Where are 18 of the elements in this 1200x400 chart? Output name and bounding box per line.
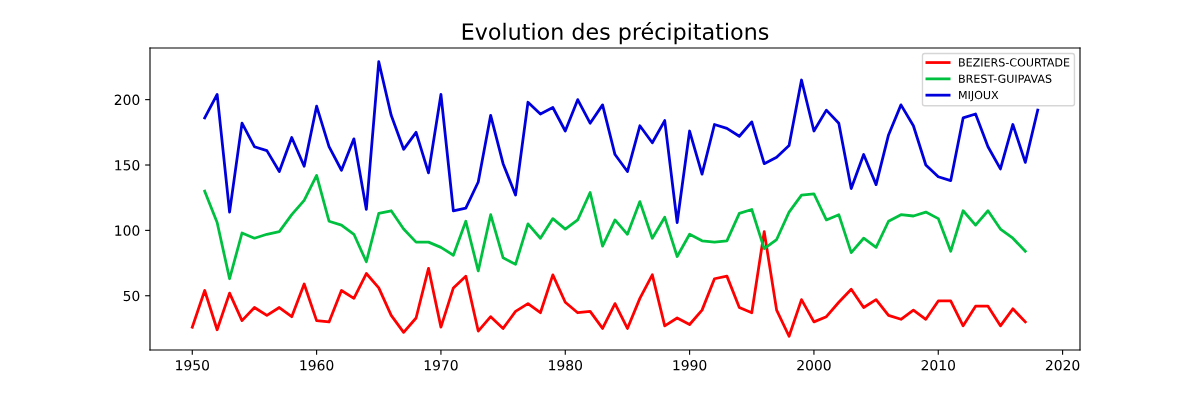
y-tick-label: 50 xyxy=(123,290,140,302)
line-series xyxy=(203,174,1027,281)
y-tick-label: 100 xyxy=(115,225,140,236)
line-series xyxy=(190,230,1027,338)
x-tick-label: 1980 xyxy=(549,359,583,371)
x-tick-label: 2000 xyxy=(797,359,831,371)
x-tick-label: 2010 xyxy=(921,359,956,371)
legend-label: MIJOUX xyxy=(959,90,999,102)
x-tick-label: 2020 xyxy=(1045,359,1080,371)
x-tick-label: 1960 xyxy=(300,359,334,371)
x-tick-label: 1970 xyxy=(424,359,458,371)
x-tick-label: 1950 xyxy=(176,359,210,371)
y-tick-label: 200 xyxy=(114,94,140,106)
x-tick-label: 1990 xyxy=(673,359,707,371)
legend-label: BREST-GUIPAVAS xyxy=(959,74,1052,83)
chart-title: Evolution des précipitations xyxy=(462,21,769,45)
y-tick-label: 150 xyxy=(115,159,140,171)
legend-label: BEZIERS-COURTADE xyxy=(959,58,1070,67)
